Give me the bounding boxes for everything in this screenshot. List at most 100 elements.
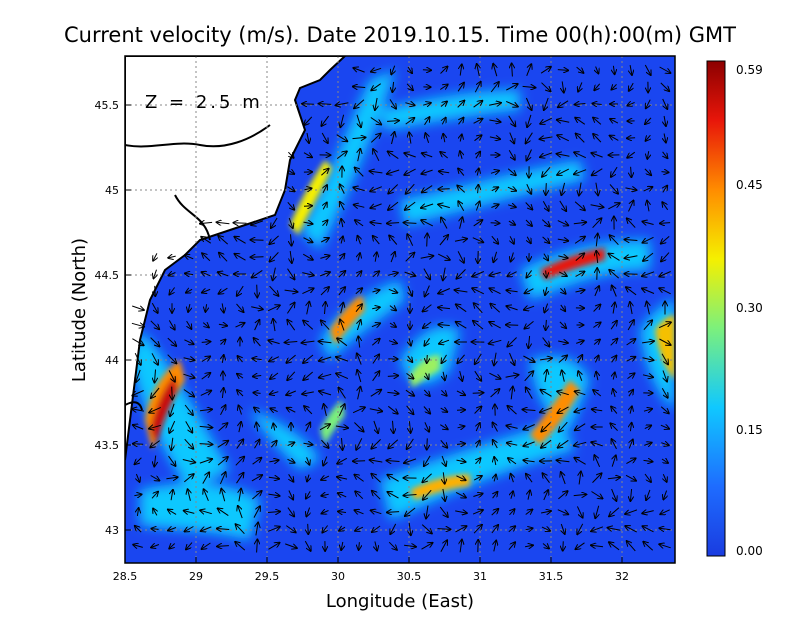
velocity-arrow: [525, 288, 534, 294]
velocity-arrow: [442, 118, 445, 125]
velocity-arrow: [285, 342, 298, 343]
velocity-arrow: [644, 443, 651, 446]
velocity-arrow: [235, 254, 246, 261]
velocity-arrow: [172, 386, 173, 400]
velocity-arrow: [455, 526, 467, 533]
velocity-arrow: [557, 70, 568, 71]
velocity-arrow: [151, 529, 159, 530]
velocity-arrow: [626, 339, 636, 346]
velocity-arrow: [460, 151, 462, 159]
velocity-arrow: [321, 494, 329, 496]
velocity-arrow: [217, 222, 230, 224]
velocity-arrow: [658, 322, 671, 329]
x-axis-ticks: 28.5 29 29.5 30 30.5 31 31.5 32: [113, 557, 629, 583]
velocity-arrow: [456, 476, 465, 480]
velocity-arrow: [185, 526, 194, 532]
velocity-arrow: [370, 460, 383, 462]
velocity-arrow: [626, 357, 636, 361]
velocity-arrow: [268, 527, 280, 532]
velocity-arrow: [372, 491, 381, 500]
velocity-arrow: [591, 526, 604, 531]
velocity-arrow: [494, 541, 496, 552]
velocity-arrow: [150, 440, 160, 448]
velocity-arrow: [183, 358, 195, 360]
velocity-arrow: [169, 420, 176, 433]
velocity-arrow: [508, 115, 516, 126]
velocity-arrow: [593, 118, 602, 125]
velocity-arrow: [341, 237, 343, 244]
velocity-arrow: [136, 473, 139, 482]
velocity-arrow: [609, 507, 620, 517]
velocity-arrow: [391, 65, 394, 75]
velocity-arrow: [336, 103, 349, 106]
velocity-arrow: [217, 529, 230, 530]
velocity-arrow: [392, 81, 393, 92]
velocity-arrow: [254, 320, 260, 331]
velocity-arrow: [511, 387, 513, 400]
velocity-arrow: [375, 97, 377, 110]
velocity-arrow: [322, 511, 329, 514]
map-title: Current velocity (m/s). Date 2019.10.15.…: [64, 23, 736, 47]
velocity-arrow: [287, 268, 295, 280]
x-tick-label: 30.5: [397, 570, 422, 583]
velocity-arrow: [287, 320, 296, 331]
velocity-arrow: [217, 441, 228, 448]
velocity-arrow: [169, 273, 176, 276]
velocity-arrow: [222, 355, 223, 363]
velocity-arrow: [508, 542, 515, 551]
velocity-arrow: [575, 253, 584, 261]
velocity-arrow: [388, 151, 399, 160]
velocity-arrow: [659, 338, 670, 345]
velocity-arrow: [302, 341, 315, 343]
velocity-arrow: [168, 370, 175, 381]
velocity-arrow: [473, 321, 484, 330]
velocity-arrow: [202, 323, 209, 328]
velocity-arrow: [219, 472, 225, 485]
velocity-arrow: [287, 170, 294, 174]
velocity-arrow: [643, 252, 654, 261]
velocity-arrow: [627, 320, 634, 331]
velocity-arrow: [287, 442, 295, 445]
velocity-arrow: [358, 253, 360, 261]
velocity-arrow: [409, 522, 411, 535]
velocity-arrow: [252, 269, 263, 277]
velocity-arrow: [611, 166, 618, 177]
velocity-arrow: [578, 82, 582, 91]
velocity-arrow: [528, 490, 530, 500]
velocity-arrow: [426, 505, 428, 519]
velocity-arrow: [664, 115, 666, 126]
velocity-arrow: [507, 168, 516, 175]
velocity-arrow: [596, 234, 597, 247]
velocity-arrow: [424, 455, 431, 466]
velocity-arrow: [558, 356, 567, 363]
velocity-arrow: [169, 544, 176, 549]
velocity-arrow: [558, 341, 568, 343]
velocity-arrow: [440, 152, 449, 159]
velocity-arrow: [270, 408, 278, 411]
velocity-arrow: [595, 286, 599, 297]
velocity-arrow: [558, 272, 567, 276]
velocity-arrow: [170, 403, 175, 416]
velocity-arrow: [183, 389, 194, 397]
velocity-arrow: [474, 82, 480, 93]
velocity-arrow: [319, 424, 330, 431]
velocity-arrow: [660, 82, 669, 91]
velocity-arrow: [184, 511, 195, 514]
velocity-arrow: [222, 388, 223, 399]
velocity-arrow: [184, 404, 193, 415]
velocity-arrow: [353, 87, 366, 88]
velocity-arrow: [576, 134, 585, 143]
velocity-arrow: [527, 149, 532, 161]
velocity-arrow: [610, 119, 619, 123]
velocity-arrow: [541, 422, 551, 432]
velocity-arrow: [321, 476, 330, 480]
velocity-arrow: [611, 407, 618, 414]
velocity-arrow: [321, 169, 328, 176]
velocity-arrow: [627, 151, 636, 158]
velocity-arrow: [456, 304, 467, 313]
velocity-arrow: [525, 321, 534, 328]
velocity-arrow: [427, 438, 428, 449]
velocity-arrow: [304, 406, 313, 415]
velocity-arrow: [557, 509, 568, 515]
velocity-arrow: [409, 132, 411, 144]
